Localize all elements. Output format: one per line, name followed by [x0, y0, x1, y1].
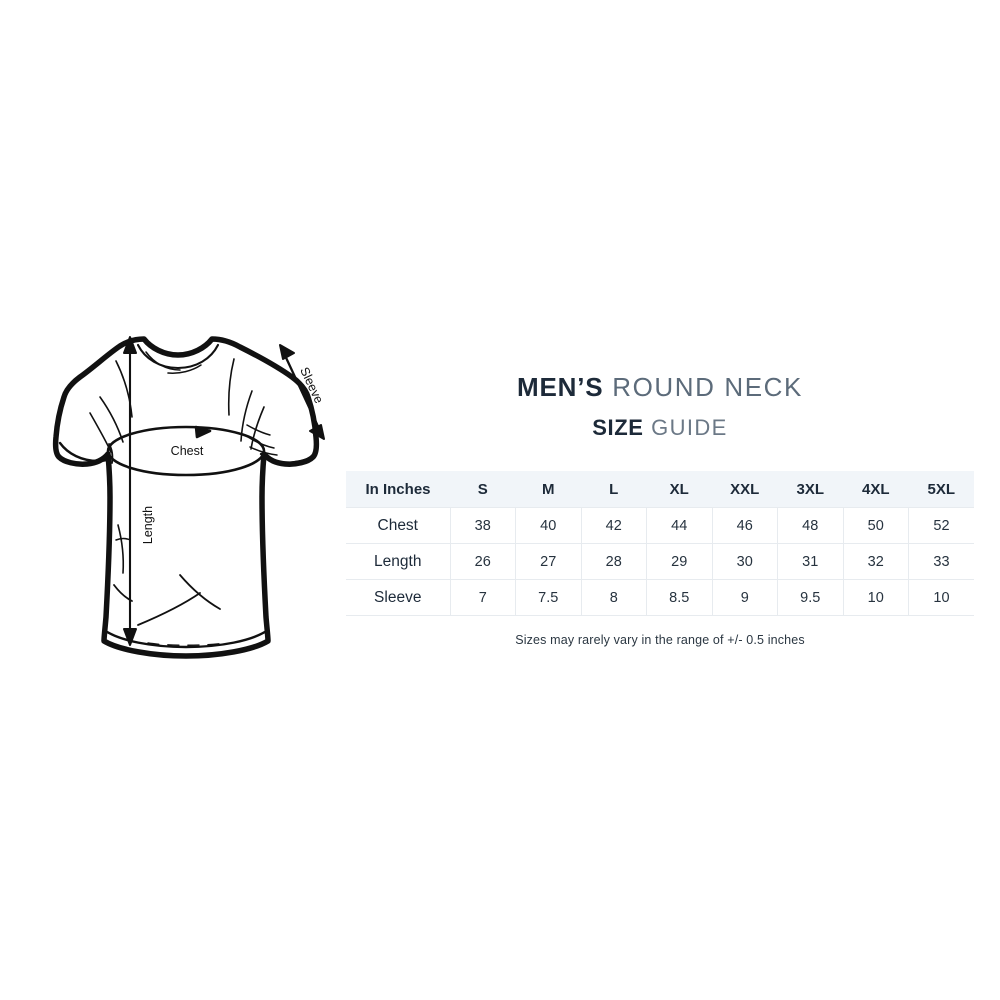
column-header-in-inches: In Inches [346, 471, 450, 508]
body-crease-lower [137, 592, 201, 626]
left-sleeve-cuff [58, 441, 113, 463]
bottom-hem-line [102, 628, 270, 649]
cell-length-xxl: 30 [711, 543, 778, 580]
size-guide-panel: MEN’S ROUND NECK SIZE GUIDE In Inches S … [346, 370, 974, 647]
right-shoulder-fold-2 [240, 390, 253, 442]
cell-chest-l: 42 [580, 507, 647, 544]
column-header-xl: XL [646, 471, 712, 508]
table-row: Length 26 27 28 29 30 31 32 33 [346, 543, 974, 580]
row-label-length: Length [346, 543, 451, 580]
cell-chest-s: 38 [449, 507, 516, 544]
column-header-s: S [450, 471, 516, 508]
collar-inner-line-3 [167, 364, 202, 374]
chest-label-backdrop [160, 441, 214, 459]
collar-inner-line-2 [145, 351, 181, 371]
column-header-3xl: 3XL [777, 471, 843, 508]
cell-length-xl: 29 [646, 543, 713, 580]
row-label-sleeve: Sleeve [346, 579, 451, 616]
cell-sleeve-l: 8 [580, 579, 647, 616]
cell-chest-5xl: 52 [908, 507, 974, 544]
chest-measure-ellipse [106, 425, 266, 477]
size-variation-note: Sizes may rarely vary in the range of +/… [515, 633, 805, 647]
right-shoulder-fold-3 [250, 406, 265, 450]
cell-sleeve-4xl: 10 [842, 579, 909, 616]
size-table: In Inches S M L XL XXL 3XL 4XL 5XL Chest [346, 471, 974, 616]
table-row: Chest 38 40 42 44 46 48 50 52 [346, 507, 974, 544]
cell-sleeve-5xl: 10 [908, 579, 974, 616]
cell-length-3xl: 31 [777, 543, 844, 580]
column-header-5xl: 5XL [908, 471, 974, 508]
tshirt-illustration: Chest Length Sleeve [20, 325, 360, 675]
title-block: MEN’S ROUND NECK SIZE GUIDE [346, 370, 974, 443]
length-label: Length [141, 506, 155, 544]
table-header-row: In Inches S M L XL XXL 3XL 4XL 5XL [346, 471, 974, 508]
cell-length-m: 27 [515, 543, 582, 580]
right-shoulder-fold-1 [227, 358, 235, 416]
chest-arrowhead [194, 425, 212, 439]
cell-chest-4xl: 50 [842, 507, 909, 544]
cell-chest-m: 40 [515, 507, 582, 544]
size-table-wrapper: In Inches S M L XL XXL 3XL 4XL 5XL Chest [346, 471, 974, 647]
cell-chest-xl: 44 [646, 507, 713, 544]
sleeve-arrowhead-bottom [309, 424, 325, 440]
cell-length-5xl: 33 [908, 543, 974, 580]
page-title-strong: MEN’S [517, 372, 604, 402]
cell-chest-xxl: 46 [711, 507, 778, 544]
page-subtitle-rest: GUIDE [651, 415, 728, 440]
collar-inner-line [136, 343, 220, 370]
cell-length-s: 26 [449, 543, 516, 580]
page-title-rest: ROUND NECK [612, 372, 803, 402]
table-row: Sleeve 7 7.5 8 8.5 9 9.5 10 10 [346, 579, 974, 616]
length-arrowhead-bottom [123, 628, 137, 646]
cell-sleeve-s: 7 [449, 579, 516, 616]
shirt-outline [52, 336, 320, 659]
column-header-4xl: 4XL [843, 471, 909, 508]
right-sleeve-cuff [259, 452, 314, 464]
page-subtitle-strong: SIZE [592, 415, 644, 440]
length-arrowhead-top [123, 336, 137, 354]
cell-sleeve-3xl: 9.5 [777, 579, 844, 616]
right-underarm-crease-3 [246, 424, 271, 436]
bottom-hem-stitch [147, 642, 227, 646]
sleeve-measure-line [280, 347, 324, 437]
chest-label: Chest [171, 444, 204, 458]
cell-sleeve-xl: 8.5 [646, 579, 713, 616]
body-crease-left [117, 524, 125, 574]
cell-length-l: 28 [580, 543, 647, 580]
cell-sleeve-xxl: 9 [711, 579, 778, 616]
tshirt-diagram-svg: Chest Length Sleeve [52, 336, 326, 659]
page-subtitle: SIZE GUIDE [346, 413, 974, 443]
column-header-m: M [515, 471, 581, 508]
column-header-xxl: XXL [712, 471, 778, 508]
cell-length-4xl: 32 [842, 543, 909, 580]
row-label-chest: Chest [346, 507, 451, 544]
page-title: MEN’S ROUND NECK [346, 370, 974, 404]
cell-chest-3xl: 48 [777, 507, 844, 544]
sleeve-arrowhead-top [279, 344, 295, 360]
cell-sleeve-m: 7.5 [515, 579, 582, 616]
left-shoulder-fold-1 [115, 360, 133, 418]
left-shoulder-fold-3 [89, 412, 112, 453]
column-header-l: L [581, 471, 647, 508]
